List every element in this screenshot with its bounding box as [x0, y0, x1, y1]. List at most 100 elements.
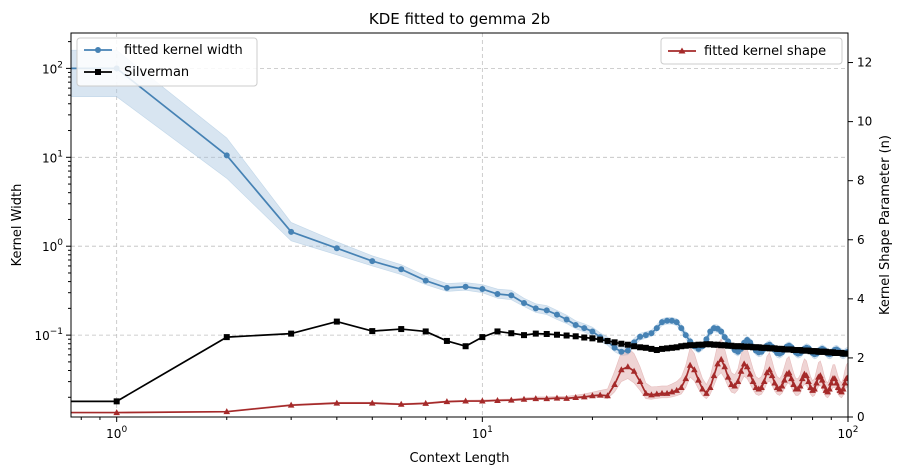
point-fitted-kernel-shape	[604, 392, 611, 399]
point-fitted-kernel-width	[543, 307, 550, 314]
point-silverman	[333, 318, 340, 325]
point-fitted-kernel-width	[508, 292, 515, 299]
point-fitted-kernel-width	[223, 152, 230, 159]
point-fitted-kernel-shape	[658, 389, 666, 396]
point-fitted-kernel-width	[333, 245, 340, 252]
point-fitted-kernel-shape	[760, 378, 768, 385]
point-fitted-kernel-width	[422, 277, 429, 284]
point-fitted-kernel-width	[637, 333, 644, 340]
y-left-tick-label: 100	[42, 238, 63, 254]
y-right-tick-label: 0	[857, 410, 865, 424]
point-silverman	[637, 344, 644, 351]
point-silverman	[738, 343, 745, 350]
y-right-tick-label: 2	[857, 351, 865, 365]
point-silverman	[494, 328, 501, 335]
point-fitted-kernel-shape	[803, 372, 810, 379]
point-silverman	[443, 337, 450, 344]
point-fitted-kernel-shape	[724, 373, 732, 380]
point-fitted-kernel-width	[624, 347, 631, 354]
point-silverman	[532, 330, 539, 337]
point-fitted-kernel-width	[721, 334, 728, 341]
point-silverman	[682, 342, 689, 349]
point-fitted-kernel-shape	[333, 399, 341, 406]
point-fitted-kernel-width	[653, 325, 660, 332]
point-silverman	[707, 341, 714, 348]
point-silverman	[728, 342, 735, 349]
point-fitted-kernel-shape	[611, 381, 618, 388]
point-fitted-kernel-shape	[740, 360, 748, 367]
point-fitted-kernel-shape	[532, 395, 540, 402]
point-silverman	[731, 343, 738, 350]
point-fitted-kernel-width	[572, 321, 579, 328]
point-fitted-kernel-shape	[805, 378, 812, 385]
point-silverman	[699, 341, 706, 348]
point-silverman	[113, 398, 120, 405]
y-right-tick-label: 6	[857, 233, 865, 247]
y-left-tick-label: 10−1	[34, 327, 63, 343]
point-fitted-kernel-shape	[799, 375, 806, 382]
point-fitted-kernel-width	[563, 316, 570, 323]
point-fitted-kernel-width	[648, 330, 655, 337]
legend-marker-silverman	[95, 69, 101, 75]
point-fitted-kernel-width	[398, 266, 405, 273]
point-fitted-kernel-width	[682, 332, 689, 339]
point-fitted-kernel-shape	[642, 389, 650, 396]
point-fitted-kernel-width	[618, 348, 625, 355]
legend-marker-width	[95, 47, 101, 53]
point-fitted-kernel-shape	[827, 379, 835, 386]
point-fitted-kernel-shape	[563, 394, 570, 401]
point-fitted-kernel-shape	[636, 378, 644, 385]
point-fitted-kernel-shape	[820, 382, 828, 389]
x-axis-title: Context Length	[410, 451, 510, 466]
point-fitted-kernel-shape	[758, 383, 765, 390]
point-silverman	[604, 337, 611, 344]
point-fitted-kernel-width	[462, 283, 469, 290]
point-fitted-kernel-shape	[624, 363, 632, 370]
right-y-axis-title: Kernel Shape Parameter (n)	[878, 135, 893, 315]
point-silverman	[741, 343, 748, 350]
point-silverman	[223, 334, 230, 341]
point-silverman	[668, 344, 675, 351]
point-silverman	[611, 339, 618, 346]
point-silverman	[691, 342, 698, 349]
point-fitted-kernel-shape	[833, 379, 840, 386]
point-fitted-kernel-shape	[743, 363, 751, 370]
left-y-axis-title: Kernel Width	[10, 184, 25, 267]
point-silverman	[508, 330, 515, 337]
point-fitted-kernel-shape	[781, 376, 788, 383]
point-fitted-kernel-shape	[796, 382, 804, 389]
point-silverman	[398, 326, 405, 333]
plot-frame	[70, 32, 849, 418]
point-fitted-kernel-width	[494, 291, 501, 298]
point-fitted-kernel-width	[664, 317, 671, 324]
point-fitted-kernel-shape	[746, 370, 754, 377]
x-tick-label: 100	[106, 425, 127, 441]
legend-label-width: fitted kernel width	[124, 43, 243, 58]
point-fitted-kernel-width	[718, 328, 725, 335]
y-right-tick-label: 10	[857, 115, 872, 129]
point-fitted-kernel-shape	[844, 373, 848, 380]
point-fitted-kernel-shape	[831, 375, 839, 382]
point-silverman	[659, 345, 666, 352]
point-fitted-kernel-shape	[223, 408, 231, 415]
point-silverman	[479, 334, 486, 341]
point-fitted-kernel-shape	[589, 392, 596, 399]
point-silverman	[369, 328, 376, 335]
point-silverman	[678, 343, 685, 350]
point-fitted-kernel-shape	[714, 360, 721, 367]
point-silverman	[618, 340, 625, 347]
point-silverman	[710, 341, 717, 348]
point-fitted-kernel-width	[703, 336, 710, 343]
point-fitted-kernel-shape	[817, 372, 824, 379]
point-fitted-kernel-shape	[543, 395, 551, 402]
point-fitted-kernel-shape	[771, 379, 778, 386]
series-markers	[113, 65, 848, 416]
x-tick-label: 101	[472, 425, 493, 441]
point-fitted-kernel-width	[673, 319, 680, 326]
point-silverman	[845, 350, 848, 357]
point-fitted-kernel-shape	[737, 367, 745, 374]
point-silverman	[695, 341, 702, 348]
point-silverman	[422, 328, 429, 335]
point-fitted-kernel-shape	[618, 366, 625, 373]
point-fitted-kernel-shape	[731, 382, 739, 389]
